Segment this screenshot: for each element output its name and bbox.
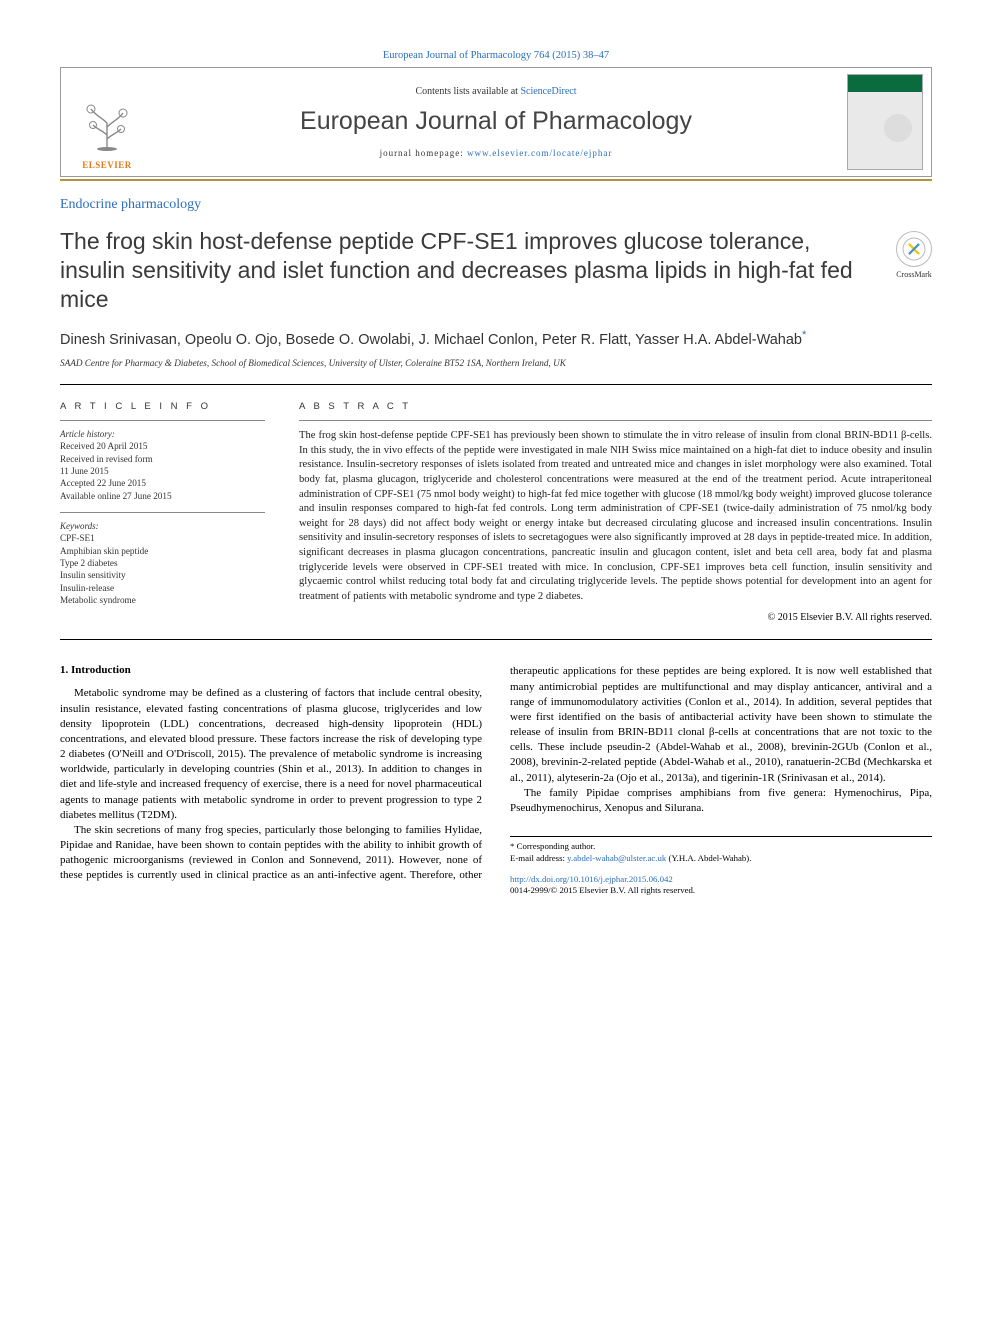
corresponding-note: * Corresponding author. [510, 841, 932, 852]
authors-text: Dinesh Srinivasan, Opeolu O. Ojo, Bosede… [60, 332, 802, 348]
body-columns: 1. Introduction Metabolic syndrome may b… [60, 664, 932, 896]
abstract-heading: A B S T R A C T [299, 401, 932, 412]
body-paragraph: Metabolic syndrome may be defined as a c… [60, 686, 482, 823]
article-meta-row: A R T I C L E I N F O Article history: R… [60, 401, 932, 623]
publisher-name: ELSEVIER [82, 160, 132, 170]
journal-title: European Journal of Pharmacology [300, 107, 692, 136]
article-info-heading: A R T I C L E I N F O [60, 401, 265, 412]
affiliation: SAAD Centre for Pharmacy & Diabetes, Sch… [60, 358, 932, 368]
journal-reference-line: European Journal of Pharmacology 764 (20… [60, 50, 932, 61]
crossmark-badge-icon [896, 231, 932, 267]
author-list: Dinesh Srinivasan, Opeolu O. Ojo, Bosede… [60, 329, 932, 348]
keywords-text: CPF-SE1 Amphibian skin peptide Type 2 di… [60, 532, 265, 607]
section-tag[interactable]: Endocrine pharmacology [60, 197, 932, 213]
history-subhead: Article history: [60, 429, 265, 439]
journal-header-box: ELSEVIER Contents lists available at Sci… [60, 67, 932, 177]
history-text: Received 20 April 2015 Received in revis… [60, 440, 265, 502]
crossmark-widget[interactable]: CrossMark [896, 231, 932, 279]
title-row: The frog skin host-defense peptide CPF-S… [60, 227, 932, 313]
abstract-block: A B S T R A C T The frog skin host-defen… [299, 401, 932, 623]
journal-homepage-link[interactable]: www.elsevier.com/locate/ejphar [467, 148, 612, 158]
elsevier-tree-icon [72, 88, 142, 158]
email-prefix: E-mail address: [510, 853, 567, 863]
homepage-prefix: journal homepage: [380, 148, 467, 158]
thin-rule [60, 420, 265, 421]
journal-header-center: Contents lists available at ScienceDirec… [153, 68, 839, 176]
contents-prefix: Contents lists available at [415, 86, 520, 97]
thin-rule [60, 512, 265, 513]
intro-heading: 1. Introduction [60, 664, 482, 676]
gold-rule [60, 179, 932, 181]
corresponding-star-icon: * [802, 329, 806, 341]
thin-rule [299, 420, 932, 421]
sciencedirect-link[interactable]: ScienceDirect [520, 86, 576, 97]
journal-homepage-line: journal homepage: www.elsevier.com/locat… [380, 148, 613, 158]
journal-cover-block [839, 68, 931, 176]
article-info-block: A R T I C L E I N F O Article history: R… [60, 401, 265, 623]
crossmark-label: CrossMark [896, 270, 932, 279]
email-suffix: (Y.H.A. Abdel-Wahab). [666, 853, 751, 863]
divider-rule [60, 639, 932, 640]
page-footer: http://dx.doi.org/10.1016/j.ejphar.2015.… [510, 874, 932, 897]
issn-line: 0014-2999/© 2015 Elsevier B.V. All right… [510, 885, 932, 896]
article-title: The frog skin host-defense peptide CPF-S… [60, 227, 882, 313]
doi-link[interactable]: http://dx.doi.org/10.1016/j.ejphar.2015.… [510, 874, 673, 884]
contents-lists-line: Contents lists available at ScienceDirec… [415, 86, 576, 97]
journal-cover-icon [847, 74, 923, 170]
keywords-subhead: Keywords: [60, 521, 265, 531]
journal-reference-link[interactable]: European Journal of Pharmacology 764 (20… [383, 50, 609, 61]
divider-rule [60, 384, 932, 385]
abstract-copyright: © 2015 Elsevier B.V. All rights reserved… [299, 612, 932, 623]
footnote-block: * Corresponding author. E-mail address: … [510, 836, 932, 864]
abstract-text: The frog skin host-defense peptide CPF-S… [299, 429, 932, 604]
publisher-logo-block: ELSEVIER [61, 68, 153, 176]
body-paragraph: The family Pipidae comprises amphibians … [510, 786, 932, 816]
corresponding-email-link[interactable]: y.abdel-wahab@ulster.ac.uk [567, 853, 666, 863]
